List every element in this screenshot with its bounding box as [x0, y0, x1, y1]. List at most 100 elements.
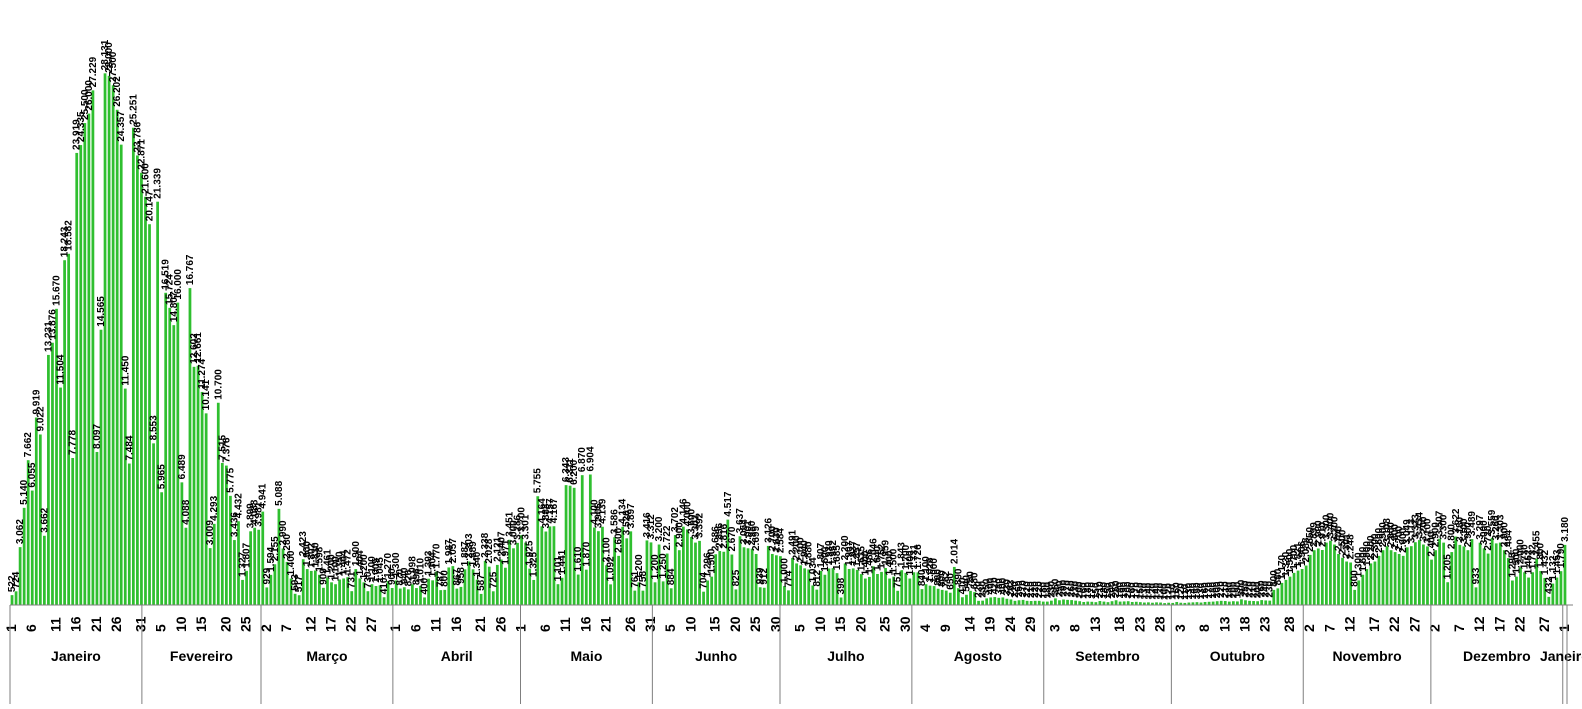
value-label-368: 3.260: [1491, 515, 1502, 540]
bar-207: [843, 563, 847, 605]
value-label-259: 350: [1050, 578, 1061, 595]
bar-309: [1256, 601, 1259, 605]
bar-162: [661, 581, 665, 606]
value-label-380: 1.432: [1540, 549, 1551, 574]
tick-label-47: 19: [982, 616, 998, 632]
bar-106: [435, 571, 439, 605]
value-label-328: 3.200: [1329, 516, 1340, 541]
bar-109: [447, 567, 451, 605]
value-label-8: 9.022: [35, 406, 46, 431]
month-label-6: Junho: [695, 648, 737, 664]
bar-27: [115, 109, 119, 605]
tick-label-70: 12: [1471, 616, 1487, 632]
value-label-285: 130: [1156, 582, 1167, 599]
value-label-253: 210: [1026, 581, 1037, 598]
bar-321: [1304, 565, 1308, 605]
value-label-256: 180: [1038, 581, 1049, 598]
bar-122: [499, 559, 503, 605]
value-label-86: 1.900: [351, 541, 362, 566]
value-label-178: 4.517: [723, 491, 734, 516]
bar-286: [1163, 603, 1166, 605]
value-label-297: 170: [1204, 582, 1215, 599]
bar-81: [334, 584, 337, 605]
value-label-301: 210: [1220, 581, 1231, 598]
bar-290: [1179, 602, 1183, 605]
tick-label-53: 18: [1111, 616, 1127, 632]
value-label-232: 762: [941, 570, 952, 587]
tick-label-13: 2: [258, 624, 274, 632]
value-label-236: 410: [957, 577, 968, 594]
bar-133: [544, 531, 548, 605]
bar-153: [625, 538, 629, 605]
bar-138: [564, 485, 568, 605]
bar-314: [1276, 588, 1280, 605]
tick-label-43: 30: [897, 616, 913, 632]
value-label-42: 16.000: [173, 269, 184, 300]
value-label-177: 2.816: [719, 523, 730, 548]
value-label-275: 180: [1115, 581, 1126, 598]
tick-label-44: 4: [917, 624, 933, 632]
bar-132: [540, 526, 544, 605]
bar-176: [718, 551, 722, 605]
value-label-22: 8.097: [92, 424, 103, 449]
bar-268: [1090, 601, 1094, 605]
bar-85: [350, 591, 354, 605]
bar-204: [831, 568, 835, 605]
bar-19: [83, 123, 87, 606]
bar-24: [103, 73, 107, 605]
value-label-327: 3.400: [1325, 512, 1336, 537]
value-label-27: 26.202: [112, 76, 123, 107]
value-label-144: 6.904: [585, 446, 596, 471]
bar-346: [1405, 547, 1409, 605]
value-label-214: 2.046: [868, 538, 879, 563]
value-label-137: 1.441: [557, 549, 568, 574]
bar-156: [637, 582, 641, 605]
value-label-124: 3.451: [504, 511, 515, 536]
value-label-278: 160: [1127, 582, 1138, 599]
value-label-292: 130: [1184, 582, 1195, 599]
tick-label-30: 26: [622, 616, 638, 632]
bar-62: [257, 529, 261, 605]
value-label-234: 2.014: [949, 538, 960, 563]
value-label-305: 300: [1236, 579, 1247, 596]
value-label-82: 1.350: [335, 551, 346, 576]
value-label-168: 4.000: [682, 501, 693, 526]
bar-242: [985, 598, 989, 605]
bar-291: [1183, 602, 1187, 605]
value-label-151: 2.600: [614, 527, 625, 552]
tick-label-21: 11: [428, 617, 444, 632]
value-label-62: 3.981: [254, 501, 265, 526]
bar-38: [160, 492, 164, 605]
value-label-245: 380: [994, 578, 1005, 595]
value-label-52: 10.700: [213, 369, 224, 400]
tick-label-69: 7: [1451, 624, 1467, 632]
bar-86: [354, 569, 358, 605]
value-label-121: 2.121: [492, 536, 503, 561]
bar-224: [912, 572, 916, 605]
bar-115: [471, 569, 475, 605]
bar-184: [750, 548, 754, 605]
bar-257: [1045, 601, 1049, 605]
value-label-26: 27.500: [108, 51, 119, 82]
value-label-65: 1.594: [266, 546, 277, 571]
value-label-355: 3.300: [1439, 514, 1450, 539]
bar-155: [633, 590, 637, 605]
value-label-212: 1.400: [860, 550, 871, 575]
value-label-140: 6.200: [569, 459, 580, 484]
tick-label-18: 27: [363, 616, 379, 632]
bar-163: [665, 553, 669, 605]
bar-364: [1478, 542, 1482, 605]
tick-label-6: 26: [108, 616, 124, 632]
bar-28: [119, 144, 123, 605]
bar-295: [1199, 602, 1203, 605]
bar-137: [560, 577, 564, 605]
bar-269: [1094, 602, 1098, 605]
value-label-364: 3.297: [1475, 514, 1486, 539]
bar-219: [892, 576, 896, 605]
value-label-179: 2.670: [727, 526, 738, 551]
month-label-9: Setembro: [1075, 648, 1140, 664]
bar-59: [245, 570, 248, 605]
bar-317: [1288, 576, 1292, 605]
value-label-80: 1.200: [327, 554, 338, 579]
value-label-119: 2.028: [484, 538, 495, 563]
